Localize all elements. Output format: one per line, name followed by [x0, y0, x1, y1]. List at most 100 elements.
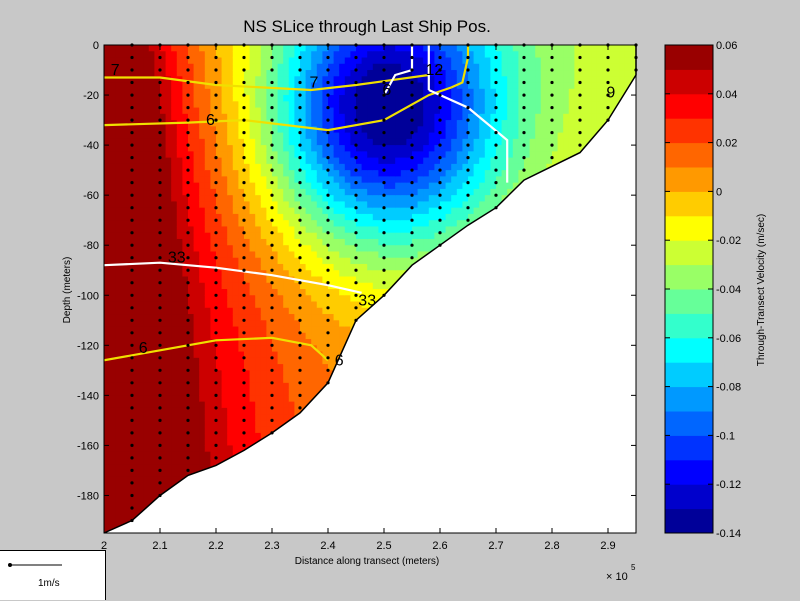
field-cell [143, 251, 150, 259]
field-cell [400, 145, 407, 152]
field-cell [266, 188, 273, 196]
field-cell [204, 345, 211, 353]
field-cell [115, 345, 122, 353]
field-cell [423, 201, 430, 209]
field-cell [137, 95, 144, 102]
field-cell [160, 326, 167, 334]
field-cell [143, 370, 150, 378]
field-cell [143, 176, 150, 184]
field-cell [171, 201, 178, 209]
field-cell [199, 163, 206, 171]
field-cell [316, 157, 323, 165]
field-cell [227, 213, 234, 221]
field-cell [372, 220, 379, 228]
field-cell [305, 138, 312, 146]
field-cell [109, 263, 116, 271]
field-cell [171, 251, 178, 259]
field-cell [333, 57, 340, 65]
field-cell [115, 182, 122, 190]
field-cell [120, 364, 127, 371]
field-cell [428, 120, 435, 127]
field-cell [384, 157, 391, 165]
field-cell [132, 188, 139, 196]
field-cell [384, 201, 391, 209]
field-cell [316, 289, 323, 296]
field-cell [300, 382, 307, 390]
field-cell [445, 163, 452, 171]
field-cell [176, 439, 183, 447]
field-cell [367, 207, 374, 215]
field-cell [171, 439, 178, 447]
field-cell [417, 207, 424, 215]
field-cell [216, 88, 223, 96]
field-cell [294, 176, 301, 184]
field-cell [165, 301, 172, 309]
field-cell [199, 188, 206, 196]
field-cell [160, 389, 167, 396]
field-cell [434, 163, 441, 171]
field-cell [395, 163, 402, 171]
field-cell [143, 132, 150, 140]
field-cell [199, 320, 206, 328]
field-cell [216, 407, 223, 415]
field-cell [193, 451, 200, 459]
field-cell [221, 389, 228, 396]
field-cell [232, 445, 239, 453]
field-cell [288, 157, 295, 165]
field-cell [232, 163, 239, 171]
field-cell [412, 195, 419, 203]
field-cell [333, 170, 340, 177]
field-cell [165, 213, 172, 221]
field-cell [305, 263, 312, 271]
field-cell [176, 138, 183, 146]
field-cell [316, 382, 323, 390]
field-cell [288, 101, 295, 109]
field-cell [255, 339, 262, 346]
field-cell [456, 82, 463, 90]
field-cell [182, 151, 189, 159]
field-cell [120, 270, 127, 278]
field-cell [104, 526, 111, 533]
field-cell [294, 107, 301, 115]
field-cell [232, 251, 239, 259]
field-cell [305, 345, 312, 353]
field-cell [238, 138, 245, 146]
field-cell [344, 295, 351, 303]
field-cell [277, 307, 284, 315]
field-cell [143, 439, 150, 447]
field-cell [283, 389, 290, 396]
field-cell [344, 45, 351, 52]
field-cell [126, 201, 133, 209]
field-cell [154, 351, 161, 359]
field-cell [171, 401, 178, 409]
field-cell [148, 339, 155, 346]
field-cell [244, 439, 251, 447]
field-cell [120, 345, 127, 353]
field-cell [255, 113, 262, 121]
field-cell [400, 170, 407, 177]
field-cell [204, 220, 211, 228]
field-cell [143, 295, 150, 303]
field-cell [288, 57, 295, 65]
field-cell [221, 420, 228, 428]
field-cell [255, 138, 262, 146]
field-cell [249, 339, 256, 346]
field-cell [350, 320, 357, 328]
field-cell [104, 245, 111, 253]
field-cell [255, 132, 262, 140]
field-cell [378, 276, 385, 284]
field-cell [244, 176, 251, 184]
field-cell [104, 213, 111, 221]
field-cell [395, 138, 402, 146]
field-cell [126, 213, 133, 221]
field-cell [305, 370, 312, 378]
field-cell [109, 163, 116, 171]
field-cell [361, 151, 368, 159]
field-cell [188, 176, 195, 184]
field-cell [143, 314, 150, 321]
field-cell [328, 207, 335, 215]
field-cell [120, 357, 127, 365]
field-cell [137, 201, 144, 209]
field-cell [305, 257, 312, 265]
field-cell [109, 57, 116, 65]
